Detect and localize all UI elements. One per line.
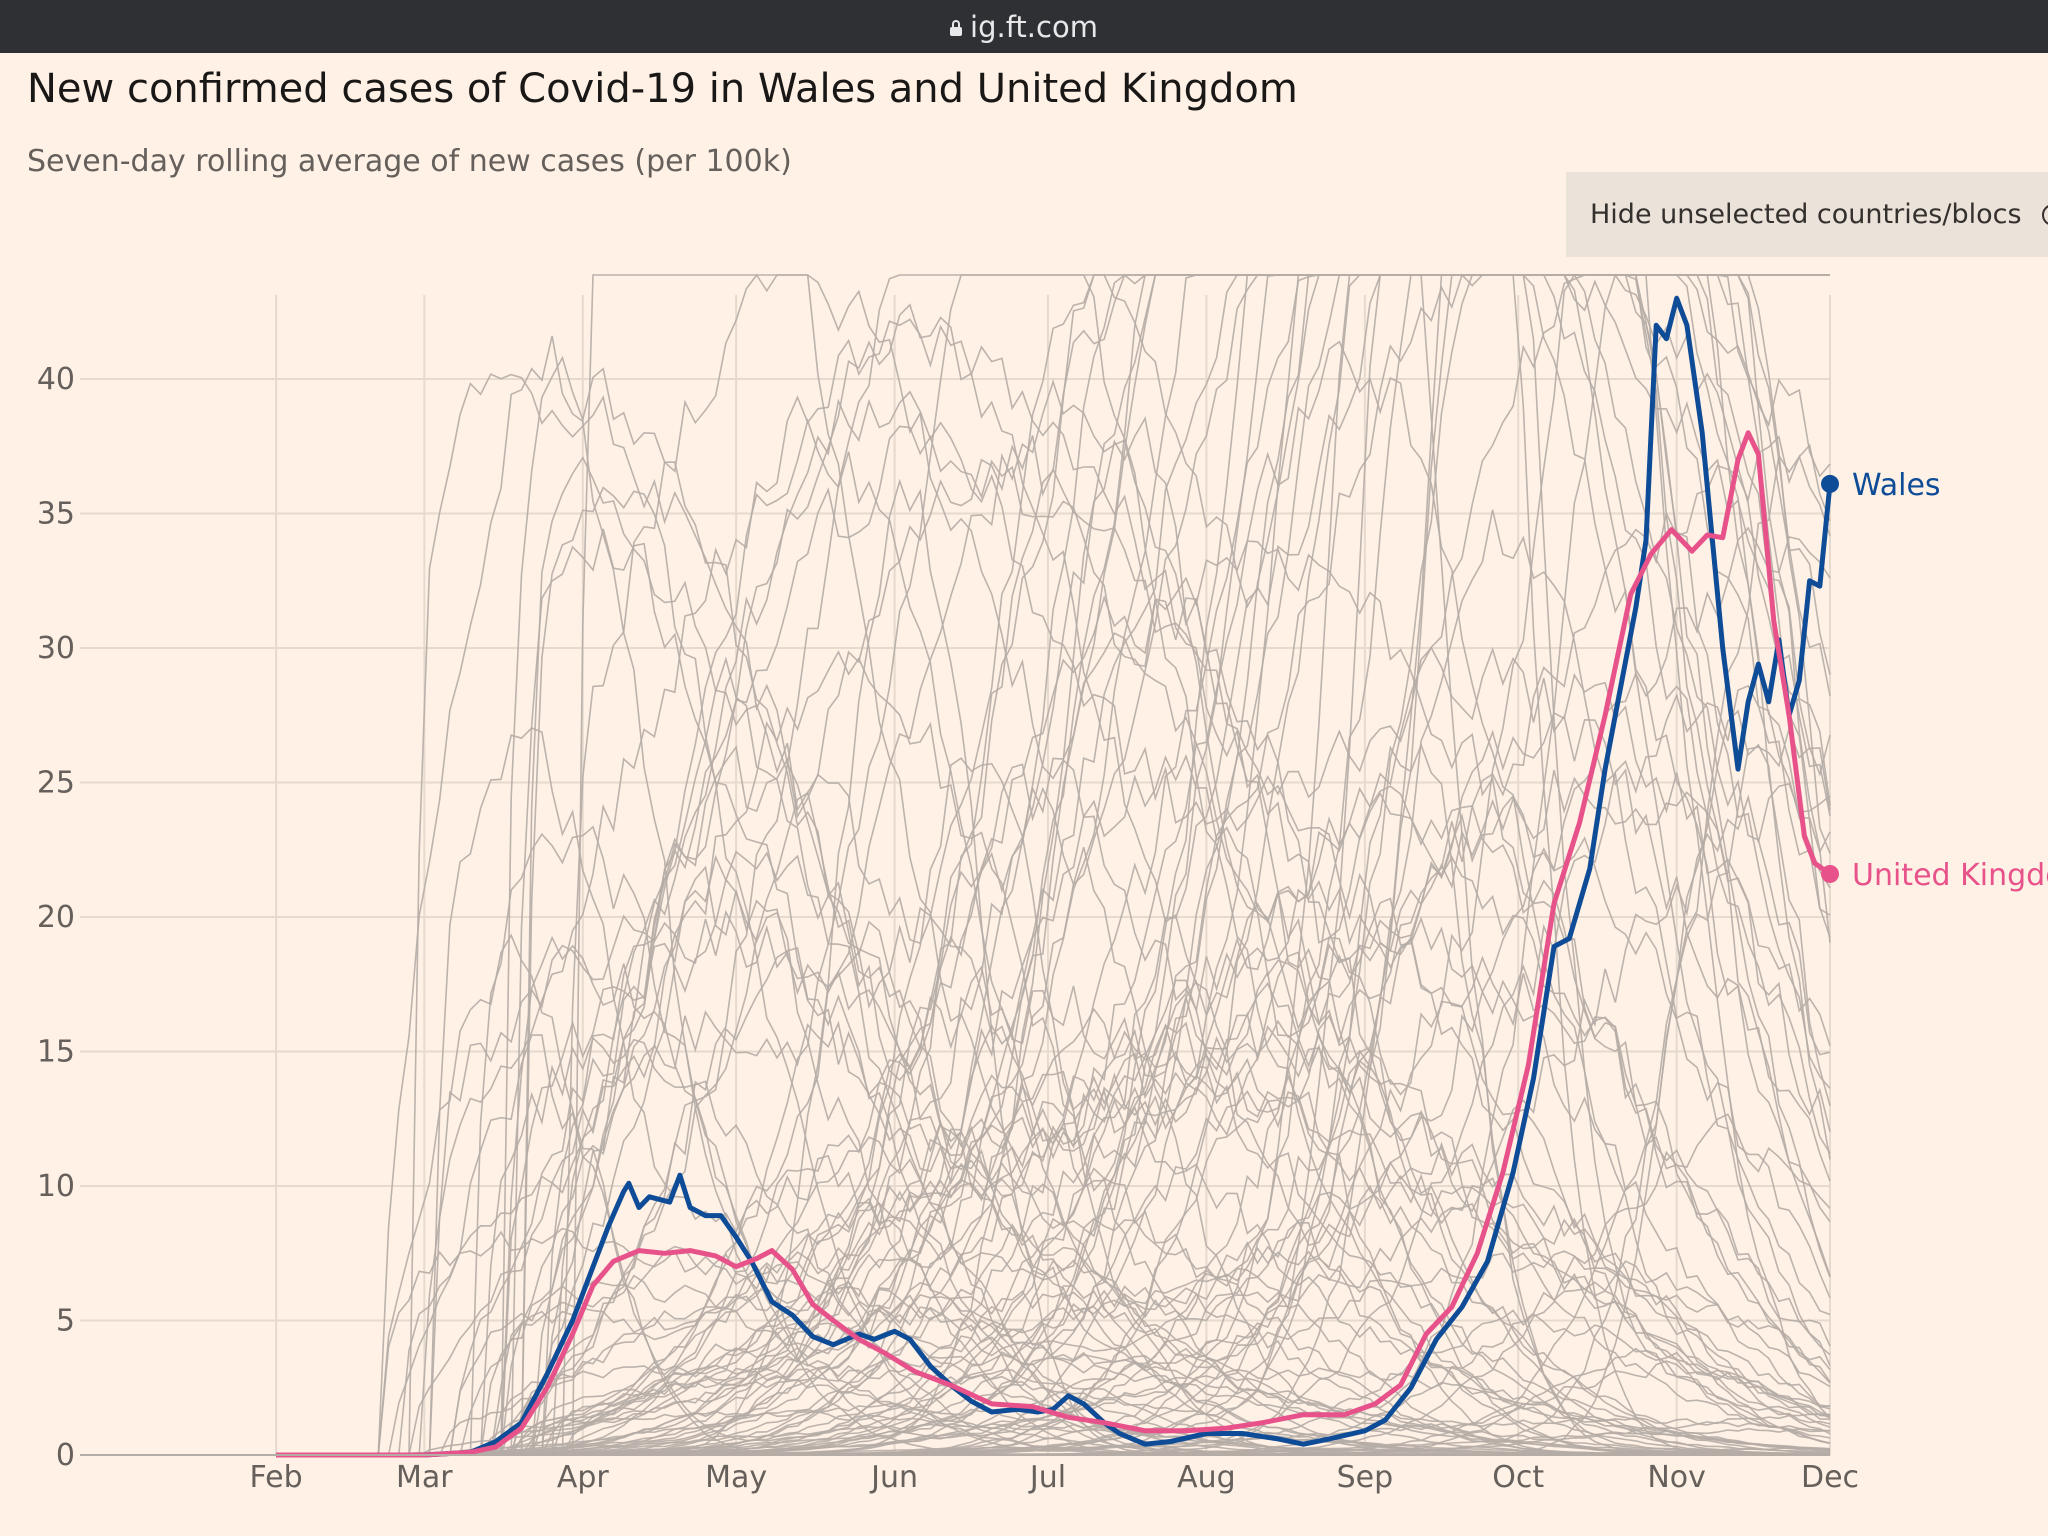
y-tick-label: 20 <box>37 900 75 935</box>
chart-title: New confirmed cases of Covid-19 in Wales… <box>27 66 1298 112</box>
lock-icon <box>950 19 963 36</box>
x-tick-label: Sep <box>1337 1460 1394 1495</box>
other-country-line <box>225 318 1831 1456</box>
other-country-line <box>225 335 1831 1456</box>
y-tick-label: 15 <box>37 1035 75 1070</box>
toggle-label: Hide unselected countries/blocs <box>1590 199 2022 230</box>
series-end-marker <box>1821 474 1839 493</box>
series-line-wales <box>276 295 1833 1458</box>
browser-address-bar[interactable]: ig.ft.com <box>0 0 2048 53</box>
x-tick-label: Mar <box>396 1460 453 1495</box>
y-tick-label: 25 <box>37 766 75 801</box>
other-country-line <box>225 769 1831 1456</box>
y-tick-label: 40 <box>37 362 75 397</box>
other-country-line <box>225 1410 1830 1456</box>
x-tick-label: Jun <box>869 1460 918 1495</box>
x-tick-label: May <box>705 1460 767 1495</box>
x-tick-label: Aug <box>1177 1460 1236 1495</box>
x-tick-label: Nov <box>1647 1460 1706 1495</box>
series-label-united-kingdom: United Kingdom <box>1852 858 2048 893</box>
other-country-line <box>225 455 1830 1456</box>
highlighted-series: Wales United Kingdom <box>276 295 2048 1458</box>
y-tick-label: 35 <box>37 497 75 532</box>
x-tick-label: Jul <box>1028 1460 1066 1495</box>
chart-subtitle: Seven-day rolling average of new cases (… <box>27 144 792 179</box>
y-tick-label: 0 <box>56 1438 75 1473</box>
hide-unselected-toggle[interactable]: Hide unselected countries/blocs <box>1566 172 2048 257</box>
x-tick-label: Apr <box>557 1460 610 1495</box>
x-tick-label: Dec <box>1801 1460 1859 1495</box>
series-label-wales: Wales <box>1852 468 1941 503</box>
toggle-radio-icon[interactable] <box>2041 203 2048 226</box>
chart-axes: 0 5 10 15 20 25 30 35 40 Feb Mar Apr May Jun Jul Aug Sep… <box>37 362 1859 1495</box>
x-tick-label: Feb <box>250 1460 303 1495</box>
y-tick-label: 10 <box>37 1169 75 1204</box>
series-end-marker <box>1821 864 1839 883</box>
url-display[interactable]: ig.ft.com <box>950 10 1098 44</box>
url-text: ig.ft.com <box>970 9 1098 44</box>
other-country-line <box>225 478 1830 1456</box>
y-tick-label: 5 <box>56 1304 75 1339</box>
series-line-united-kingdom <box>276 430 1832 1458</box>
other-country-line <box>225 390 1831 1456</box>
y-tick-label: 30 <box>37 631 75 666</box>
x-tick-label: Oct <box>1492 1460 1544 1495</box>
